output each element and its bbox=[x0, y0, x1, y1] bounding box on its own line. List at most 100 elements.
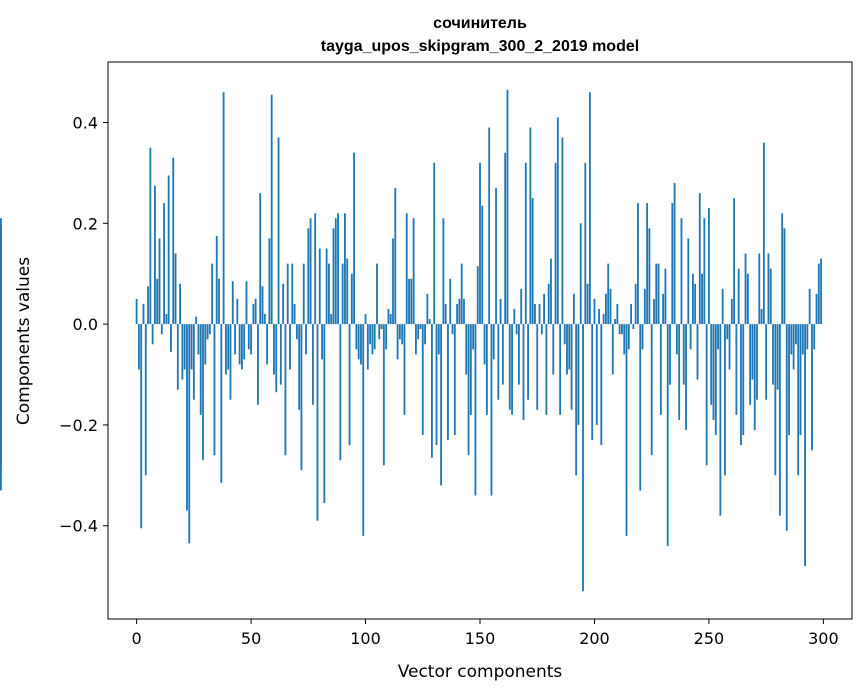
bar bbox=[790, 324, 793, 355]
bar bbox=[247, 324, 250, 350]
bar bbox=[412, 218, 415, 325]
bar bbox=[627, 324, 630, 350]
bar bbox=[275, 324, 278, 393]
x-tick-label: 100 bbox=[350, 629, 381, 648]
bar bbox=[330, 314, 333, 325]
bar bbox=[641, 324, 644, 350]
bar bbox=[309, 218, 312, 325]
bar bbox=[305, 324, 307, 355]
bar bbox=[524, 162, 527, 325]
bar bbox=[151, 324, 154, 345]
bar bbox=[808, 288, 811, 325]
bar bbox=[435, 324, 438, 446]
bar bbox=[694, 283, 697, 325]
bar bbox=[279, 324, 282, 385]
bar bbox=[527, 324, 529, 400]
bar bbox=[318, 248, 321, 325]
bar bbox=[316, 324, 319, 521]
bar bbox=[257, 324, 259, 405]
bar bbox=[339, 324, 342, 461]
bar bbox=[746, 273, 749, 325]
bar bbox=[733, 198, 736, 325]
bar bbox=[197, 324, 200, 355]
bar bbox=[337, 213, 339, 325]
bar bbox=[284, 324, 287, 456]
bar bbox=[332, 228, 335, 325]
bar bbox=[538, 303, 541, 325]
bar bbox=[559, 324, 562, 415]
bar bbox=[756, 324, 758, 400]
bar bbox=[204, 324, 207, 365]
bar bbox=[653, 298, 655, 325]
bar bbox=[563, 324, 566, 345]
bar bbox=[712, 324, 715, 420]
bar bbox=[490, 324, 493, 496]
y-tick-label: 0.2 bbox=[73, 214, 98, 233]
bar bbox=[362, 324, 365, 536]
bar bbox=[314, 213, 317, 325]
bar bbox=[135, 298, 138, 325]
bar bbox=[785, 324, 788, 531]
bar bbox=[643, 288, 646, 325]
bar bbox=[291, 263, 294, 325]
bar bbox=[740, 324, 742, 446]
bar bbox=[371, 324, 374, 355]
bar bbox=[298, 324, 301, 410]
bar bbox=[561, 137, 564, 325]
bar bbox=[726, 324, 729, 340]
bar bbox=[444, 303, 447, 325]
bar bbox=[447, 324, 449, 441]
bar bbox=[522, 324, 525, 420]
bar bbox=[662, 293, 665, 325]
y-axis-ticks: −0.4 −0.2 0.0 0.2 0.4 bbox=[59, 113, 108, 536]
bar bbox=[229, 324, 232, 400]
bar bbox=[602, 314, 605, 325]
bar bbox=[531, 198, 534, 325]
bar bbox=[398, 324, 401, 340]
bar bbox=[614, 319, 616, 325]
bar bbox=[625, 324, 628, 536]
bar bbox=[140, 324, 143, 529]
bar bbox=[744, 253, 747, 325]
bar bbox=[428, 319, 431, 325]
bar bbox=[657, 263, 660, 325]
bar bbox=[241, 324, 243, 370]
bar bbox=[804, 324, 806, 567]
bar bbox=[806, 324, 809, 350]
bar bbox=[245, 281, 248, 325]
bar bbox=[703, 218, 706, 325]
bar bbox=[211, 263, 214, 325]
bar bbox=[224, 324, 227, 375]
bar bbox=[142, 303, 145, 325]
bar bbox=[705, 324, 708, 466]
bar bbox=[762, 142, 765, 325]
bar bbox=[788, 324, 790, 436]
bar bbox=[769, 268, 772, 325]
bar bbox=[719, 324, 722, 516]
bar bbox=[618, 324, 621, 335]
bar bbox=[341, 263, 344, 325]
bar bbox=[492, 324, 495, 360]
bar bbox=[485, 324, 488, 415]
bar bbox=[675, 324, 678, 355]
bar bbox=[728, 324, 731, 370]
bar bbox=[616, 303, 619, 325]
bar bbox=[414, 324, 417, 355]
bar bbox=[254, 298, 257, 325]
bar bbox=[568, 324, 571, 370]
bar bbox=[293, 303, 296, 325]
bar bbox=[735, 324, 738, 415]
bar bbox=[765, 324, 768, 400]
bar bbox=[680, 218, 683, 325]
bar bbox=[183, 324, 186, 370]
bar bbox=[376, 263, 378, 325]
bar bbox=[813, 324, 816, 350]
bar bbox=[710, 324, 713, 405]
bar bbox=[572, 293, 575, 325]
bar bbox=[499, 298, 502, 325]
bar bbox=[566, 324, 568, 375]
bar bbox=[163, 203, 165, 325]
bar bbox=[387, 309, 390, 325]
bar bbox=[137, 324, 140, 370]
